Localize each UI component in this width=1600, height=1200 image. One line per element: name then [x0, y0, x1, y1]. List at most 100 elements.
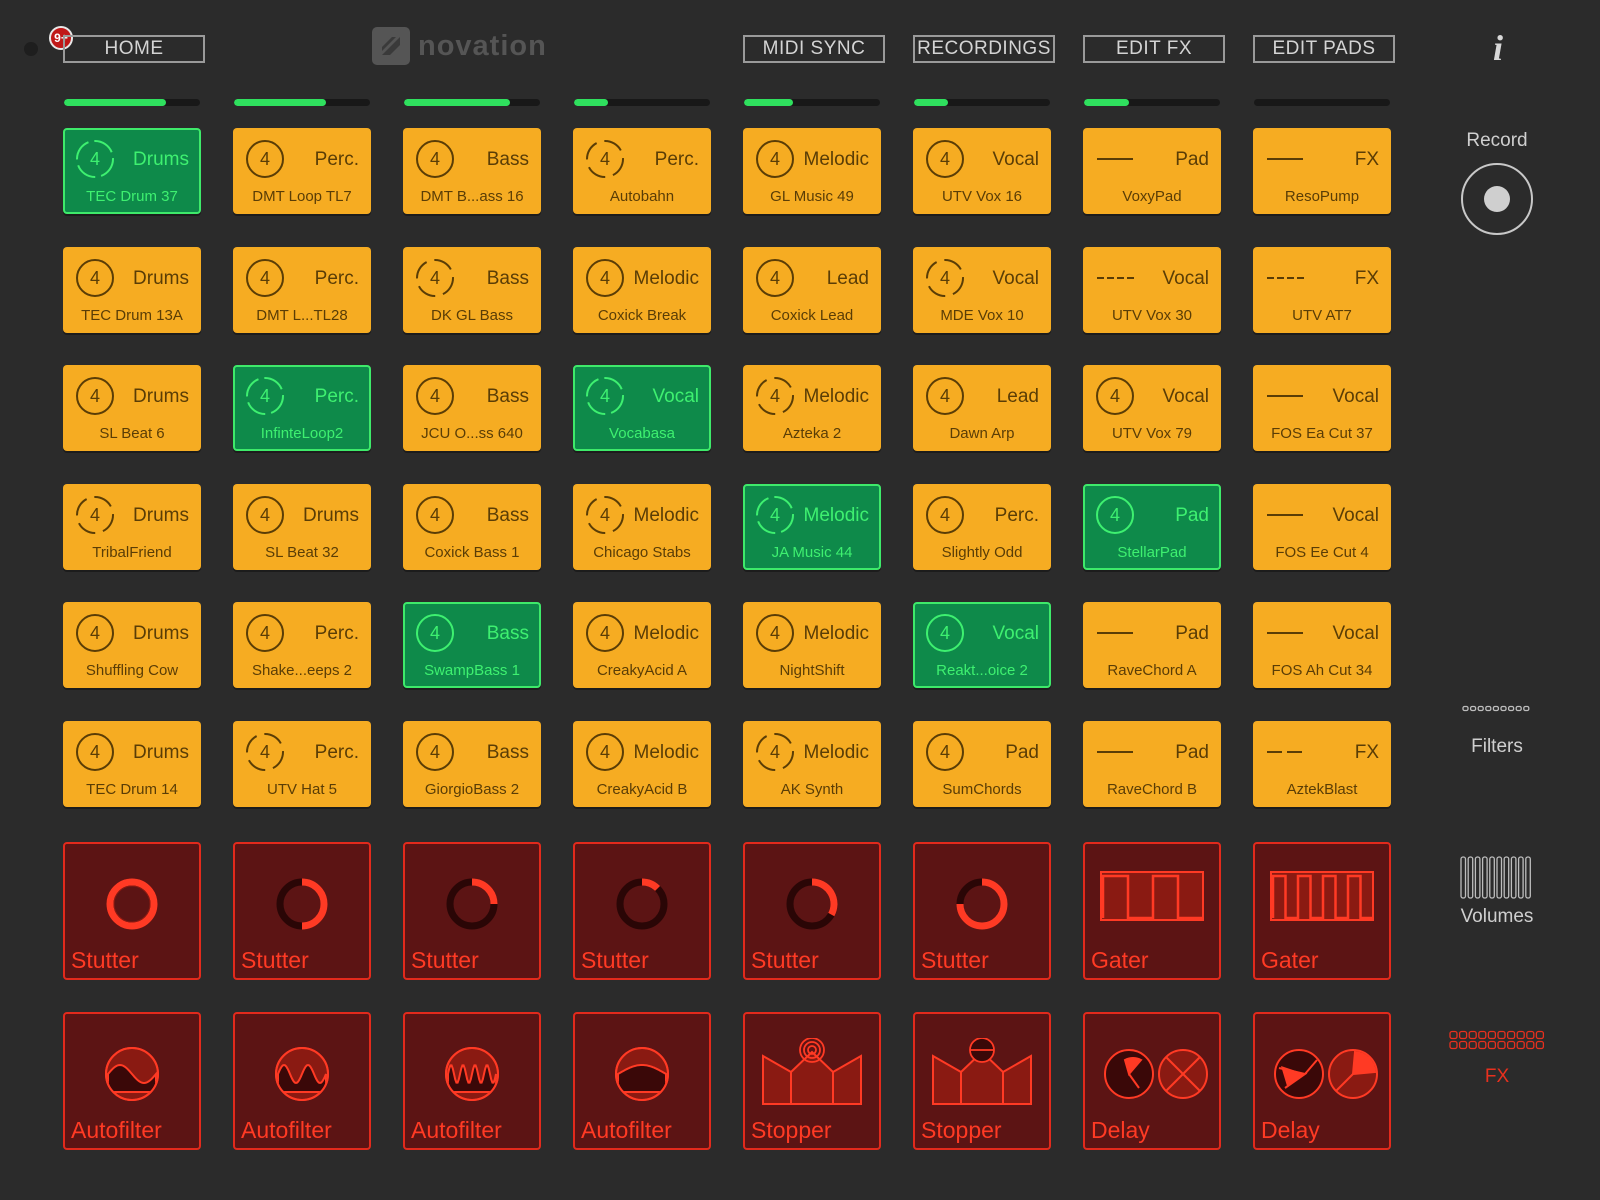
clip-pad[interactable]: FX ResoPump [1253, 128, 1391, 214]
novation-logo: novation [372, 26, 547, 66]
clip-pad[interactable]: 4 Drums TribalFriend [63, 484, 201, 570]
clip-pad[interactable]: 4 Drums TEC Drum 14 [63, 721, 201, 807]
clip-pad[interactable]: Vocal UTV Vox 30 [1083, 247, 1221, 333]
fx-pad[interactable]: Delay [1253, 1012, 1391, 1150]
fx-button[interactable] [1449, 1030, 1547, 1052]
fx-pad[interactable]: Autofilter [63, 1012, 201, 1150]
clip-pad[interactable]: 4 Perc. DMT L...TL28 [233, 247, 371, 333]
pad-category: Bass [486, 505, 529, 526]
clip-pad[interactable]: 4 Drums TEC Drum 37 [63, 128, 201, 214]
clip-pad[interactable]: 4 Melodic JA Music 44 [743, 484, 881, 570]
clip-pad[interactable]: 4 Melodic NightShift [743, 602, 881, 688]
fx-pad[interactable]: Delay [1083, 1012, 1221, 1150]
clip-pad[interactable]: 4 Bass JCU O...ss 640 [403, 365, 541, 451]
pad-name: Shuffling Cow [85, 662, 179, 679]
pad-category: Vocal [1162, 386, 1209, 407]
fx-pad[interactable]: Stutter [913, 842, 1051, 980]
clip-pad[interactable]: 4 Vocal Reakt...oice 2 [913, 602, 1051, 688]
pad-name: SL Beat 32 [265, 544, 339, 561]
fx-pad-label: Autofilter [241, 1117, 332, 1143]
fx-pad[interactable]: Gater [1083, 842, 1221, 980]
clip-pad[interactable]: Vocal FOS Ea Cut 37 [1253, 365, 1391, 451]
clip-pad[interactable]: 4 Drums SL Beat 32 [233, 484, 371, 570]
fx-pad[interactable]: Stopper [743, 1012, 881, 1150]
clip-pad[interactable]: 4 Drums SL Beat 6 [63, 365, 201, 451]
clip-pad[interactable]: 4 Bass GiorgioBass 2 [403, 721, 541, 807]
pad-category: Vocal [992, 149, 1039, 170]
beat-count-4: 4 [1096, 496, 1134, 534]
clip-pad[interactable]: FX UTV AT7 [1253, 247, 1391, 333]
pad-name: Coxick Lead [770, 307, 854, 324]
fx-pad[interactable]: Gater [1253, 842, 1391, 980]
home-button[interactable]: HOME [63, 35, 205, 63]
clip-pad[interactable]: 4 Vocal UTV Vox 79 [1083, 365, 1221, 451]
fx-pad[interactable]: Stutter [573, 842, 711, 980]
clip-pad[interactable]: 4 Melodic Azteka 2 [743, 365, 881, 451]
clip-pad[interactable]: 4 Bass DK GL Bass [403, 247, 541, 333]
beat-count-text: 4 [260, 742, 270, 762]
fx-pad[interactable]: Autofilter [403, 1012, 541, 1150]
filters-icon [1462, 705, 1530, 712]
pad-category: FX [1354, 149, 1379, 170]
clip-pad[interactable]: 4 Melodic CreakyAcid B [573, 721, 711, 807]
clip-pad[interactable]: 4 Perc. Autobahn [573, 128, 711, 214]
beat-count-text: 4 [260, 505, 270, 525]
volumes-button[interactable] [1460, 856, 1534, 900]
fx-pad-label: Autofilter [411, 1117, 502, 1143]
clip-pad[interactable]: 4 Perc. Slightly Odd [913, 484, 1051, 570]
fx-pad[interactable]: Stutter [233, 842, 371, 980]
level-meter-fill [64, 99, 166, 106]
beat-count-4: 4 [1096, 377, 1134, 415]
pad-name: GL Music 49 [770, 188, 854, 205]
clip-pad[interactable]: 4 Lead Dawn Arp [913, 365, 1051, 451]
filters-button[interactable] [1462, 700, 1532, 712]
beat-count-4: 4 [756, 140, 794, 178]
clip-pad[interactable]: Pad RaveChord B [1083, 721, 1221, 807]
beat-count-text: 4 [600, 149, 610, 169]
fx-pad[interactable]: Autofilter [573, 1012, 711, 1150]
beat-count-4: 4 [416, 733, 454, 771]
clip-pad[interactable]: 4 Bass Coxick Bass 1 [403, 484, 541, 570]
fx-pad[interactable]: Autofilter [233, 1012, 371, 1150]
fx-pad[interactable]: Stopper [913, 1012, 1051, 1150]
beat-count-text: 4 [430, 742, 440, 762]
clip-pad[interactable]: Pad RaveChord A [1083, 602, 1221, 688]
midi-sync-button[interactable]: MIDI SYNC [743, 35, 885, 63]
fx-pad[interactable]: Stutter [743, 842, 881, 980]
beat-count-4: 4 [586, 733, 624, 771]
clip-pad[interactable]: 4 Bass SwampBass 1 [403, 602, 541, 688]
clip-pad[interactable]: 4 Vocal UTV Vox 16 [913, 128, 1051, 214]
beat-count-4: 4 [926, 496, 964, 534]
recordings-button[interactable]: RECORDINGS [913, 35, 1055, 63]
beat-count-text: 4 [600, 268, 610, 288]
info-icon[interactable]: i [1492, 28, 1503, 68]
clip-pad[interactable]: 4 Lead Coxick Lead [743, 247, 881, 333]
clip-pad[interactable]: 4 Perc. UTV Hat 5 [233, 721, 371, 807]
clip-pad[interactable]: 4 Bass DMT B...ass 16 [403, 128, 541, 214]
clip-pad[interactable]: 4 Perc. InfinteLoop2 [233, 365, 371, 451]
clip-pad[interactable]: 4 Melodic AK Synth [743, 721, 881, 807]
clip-pad[interactable]: 4 Melodic Coxick Break [573, 247, 711, 333]
beat-count-4: 4 [416, 496, 454, 534]
fx-pad[interactable]: Stutter [403, 842, 541, 980]
clip-pad[interactable]: 4 Drums TEC Drum 13A [63, 247, 201, 333]
pad-category: Drums [133, 149, 189, 170]
clip-pad[interactable]: FX AztekBlast [1253, 721, 1391, 807]
clip-pad[interactable]: 4 Pad StellarPad [1083, 484, 1221, 570]
clip-pad[interactable]: Pad VoxyPad [1083, 128, 1221, 214]
clip-pad[interactable]: Vocal FOS Ah Cut 34 [1253, 602, 1391, 688]
clip-pad[interactable]: 4 Drums Shuffling Cow [63, 602, 201, 688]
record-button[interactable] [1461, 163, 1533, 235]
edit-pads-button[interactable]: EDIT PADS [1253, 35, 1395, 63]
clip-pad[interactable]: 4 Perc. DMT Loop TL7 [233, 128, 371, 214]
clip-pad[interactable]: 4 Melodic CreakyAcid A [573, 602, 711, 688]
clip-pad[interactable]: 4 Pad SumChords [913, 721, 1051, 807]
clip-pad[interactable]: 4 Melodic GL Music 49 [743, 128, 881, 214]
clip-pad[interactable]: 4 Melodic Chicago Stabs [573, 484, 711, 570]
clip-pad[interactable]: 4 Vocal MDE Vox 10 [913, 247, 1051, 333]
clip-pad[interactable]: 4 Vocal Vocabasa [573, 365, 711, 451]
clip-pad[interactable]: 4 Perc. Shake...eeps 2 [233, 602, 371, 688]
edit-fx-button[interactable]: EDIT FX [1083, 35, 1225, 63]
fx-pad[interactable]: Stutter [63, 842, 201, 980]
clip-pad[interactable]: Vocal FOS Ee Cut 4 [1253, 484, 1391, 570]
